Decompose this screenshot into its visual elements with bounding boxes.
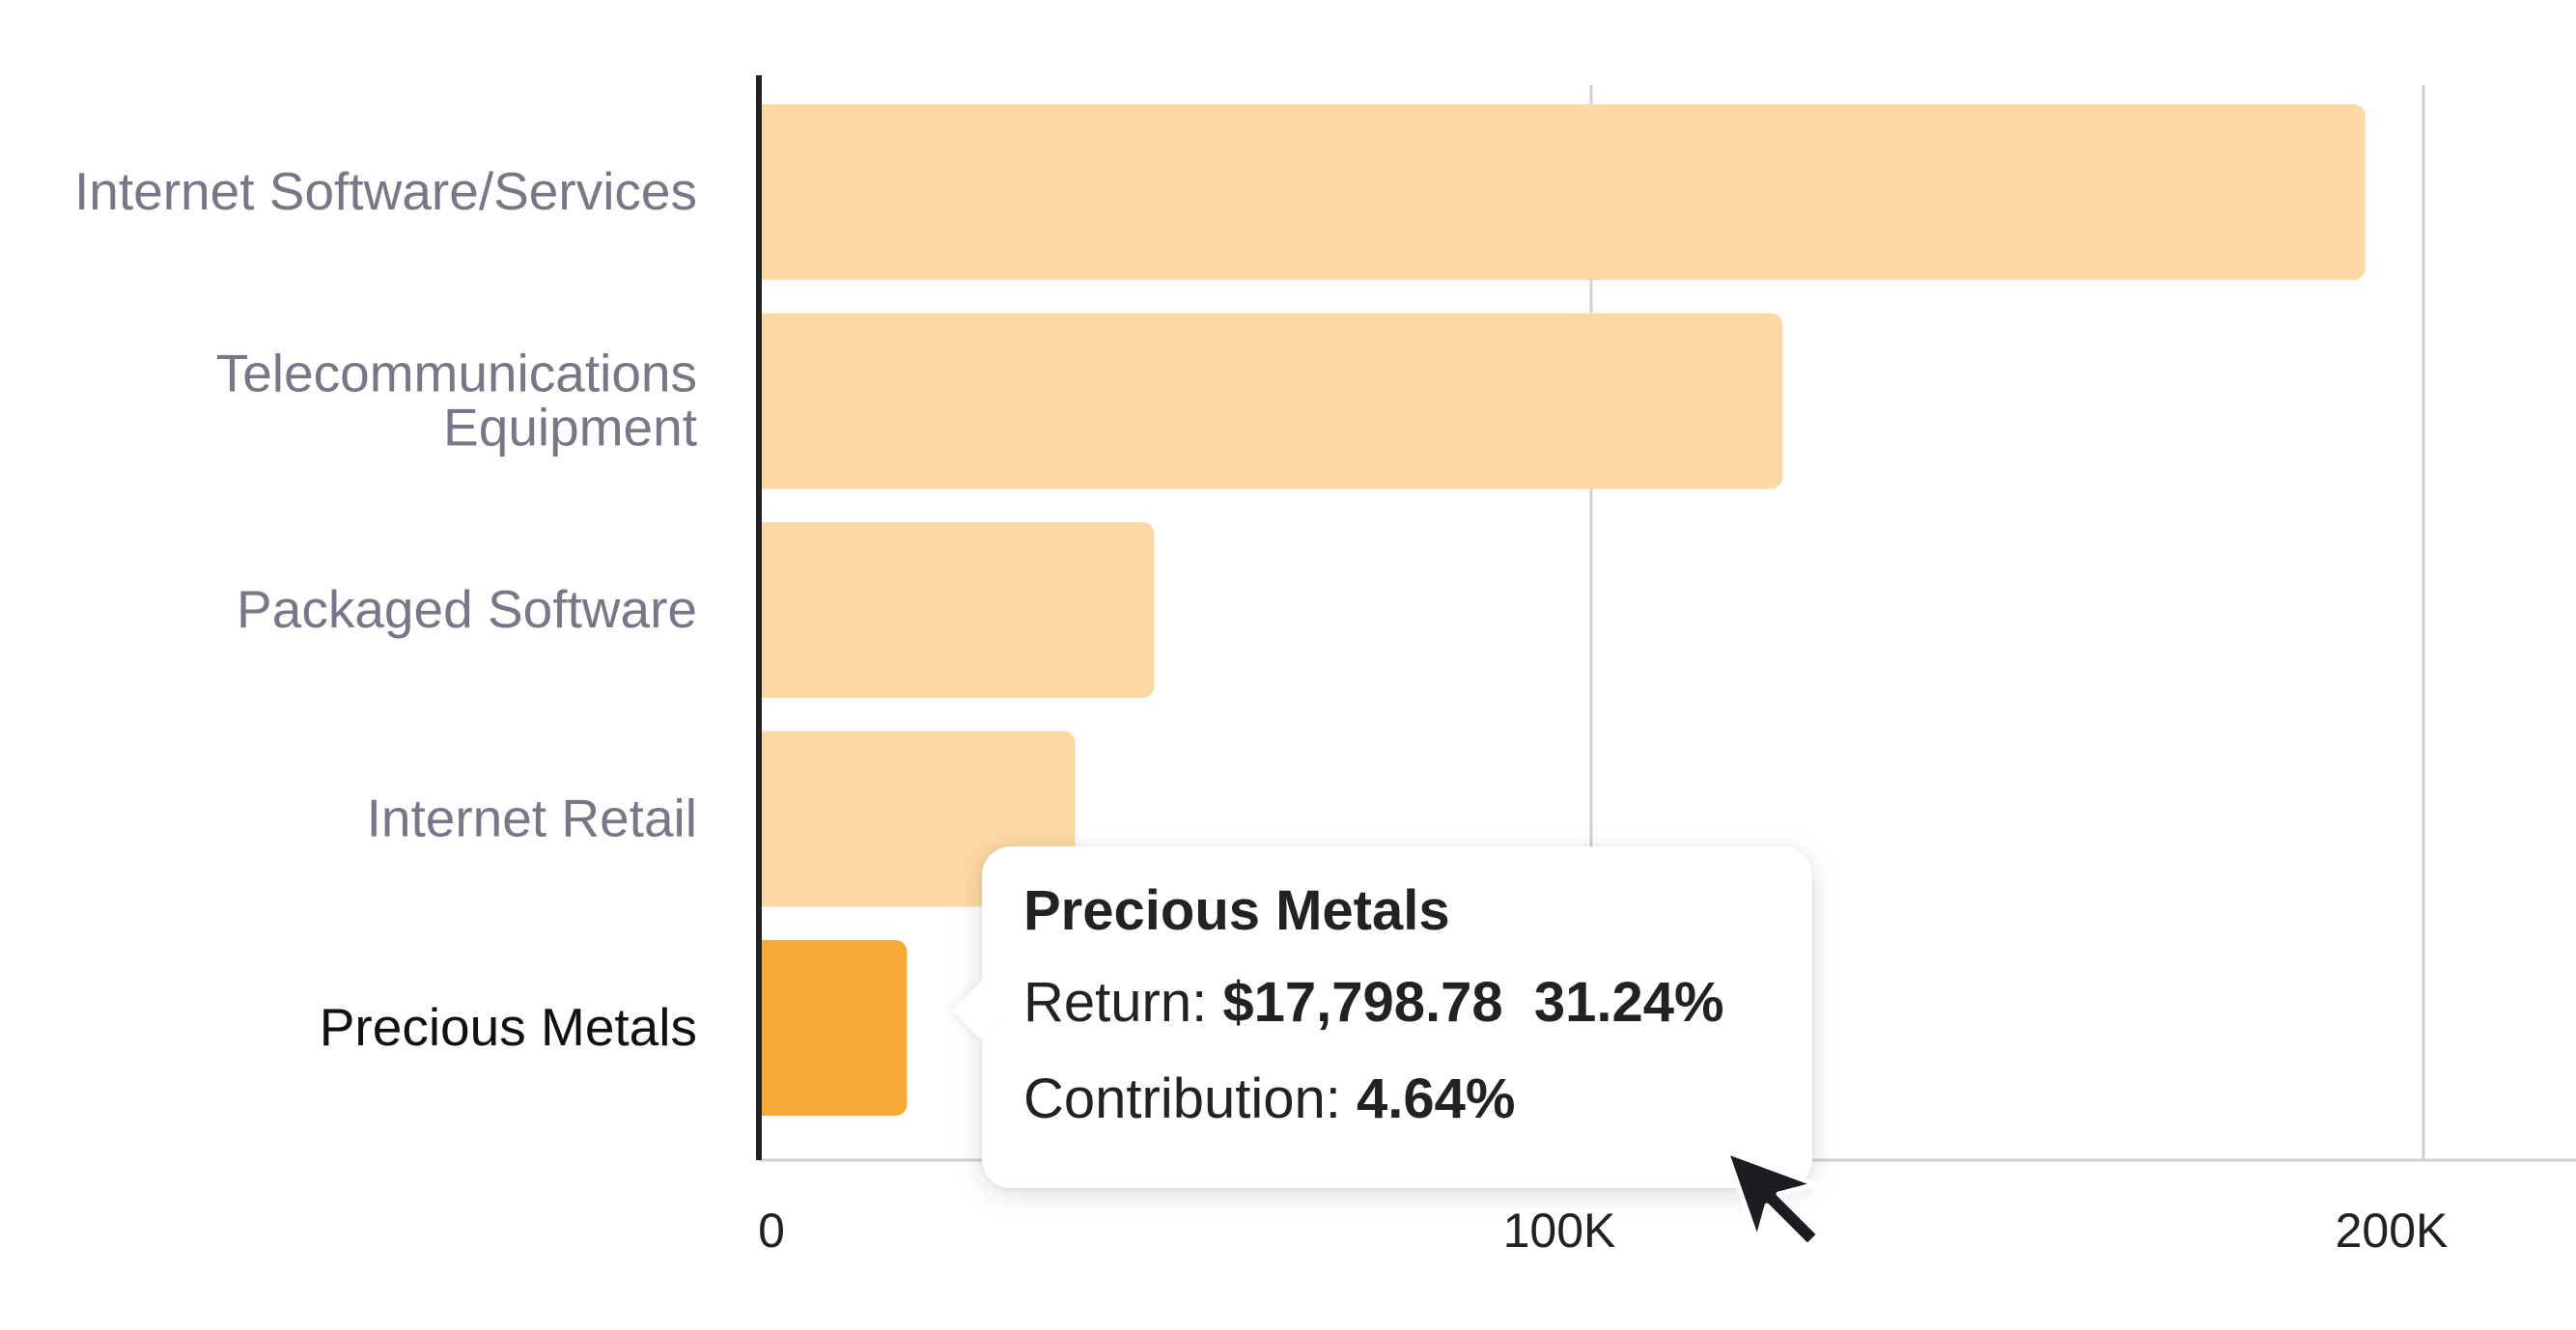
tooltip-contribution-label: Contribution: <box>1023 1067 1341 1130</box>
category-label: Packaged Software <box>237 579 697 639</box>
category-label: Internet Software/Services <box>74 161 697 221</box>
bar-left-edge <box>759 522 778 698</box>
bar-precious-metals <box>759 940 908 1116</box>
category-label-line: Packaged Software <box>237 579 697 639</box>
bar-left-edge <box>759 940 778 1116</box>
tooltip-contribution-row: Contribution: 4.64% <box>1023 1051 1774 1148</box>
tooltip-title: Precious Metals <box>1023 879 1450 942</box>
tooltip-return-label: Return: <box>1023 971 1208 1034</box>
tooltip-contribution-value: 4.64% <box>1356 1067 1516 1130</box>
bar-telecommunications-equipment <box>759 313 1783 489</box>
bar-left-edge <box>759 104 778 280</box>
x-tick-label: 200K <box>2336 1204 2449 1258</box>
x-tick-label: 100K <box>1503 1204 1616 1258</box>
category-label: Internet Retail <box>367 789 697 848</box>
x-tick-label: 0 <box>758 1204 785 1258</box>
category-label-line: Internet Software/Services <box>74 161 697 221</box>
category-label: Telecommunications Equipment <box>216 344 697 457</box>
tooltip-return-row: Return: $17,798.78 31.24% <box>1023 955 1774 1051</box>
tooltip-return-value: $17,798.78 <box>1222 971 1503 1034</box>
category-label-line: Equipment <box>443 398 697 457</box>
bar-packaged-software <box>759 522 1155 698</box>
tooltip-return-percent: 31.24% <box>1533 971 1724 1034</box>
category-label: Precious Metals <box>320 997 697 1057</box>
arrow-cursor-icon <box>1719 1144 1825 1250</box>
category-label-line: Internet Retail <box>367 789 697 848</box>
category-label-line: Telecommunications <box>216 344 697 403</box>
chart-tooltip: Precious Metals Return: $17,798.78 31.24… <box>951 846 1812 1188</box>
category-label-line: Precious Metals <box>320 997 697 1057</box>
bar-left-edge <box>759 313 778 489</box>
bar-internet-software-services <box>759 104 2366 280</box>
bar-left-edge <box>759 731 778 907</box>
